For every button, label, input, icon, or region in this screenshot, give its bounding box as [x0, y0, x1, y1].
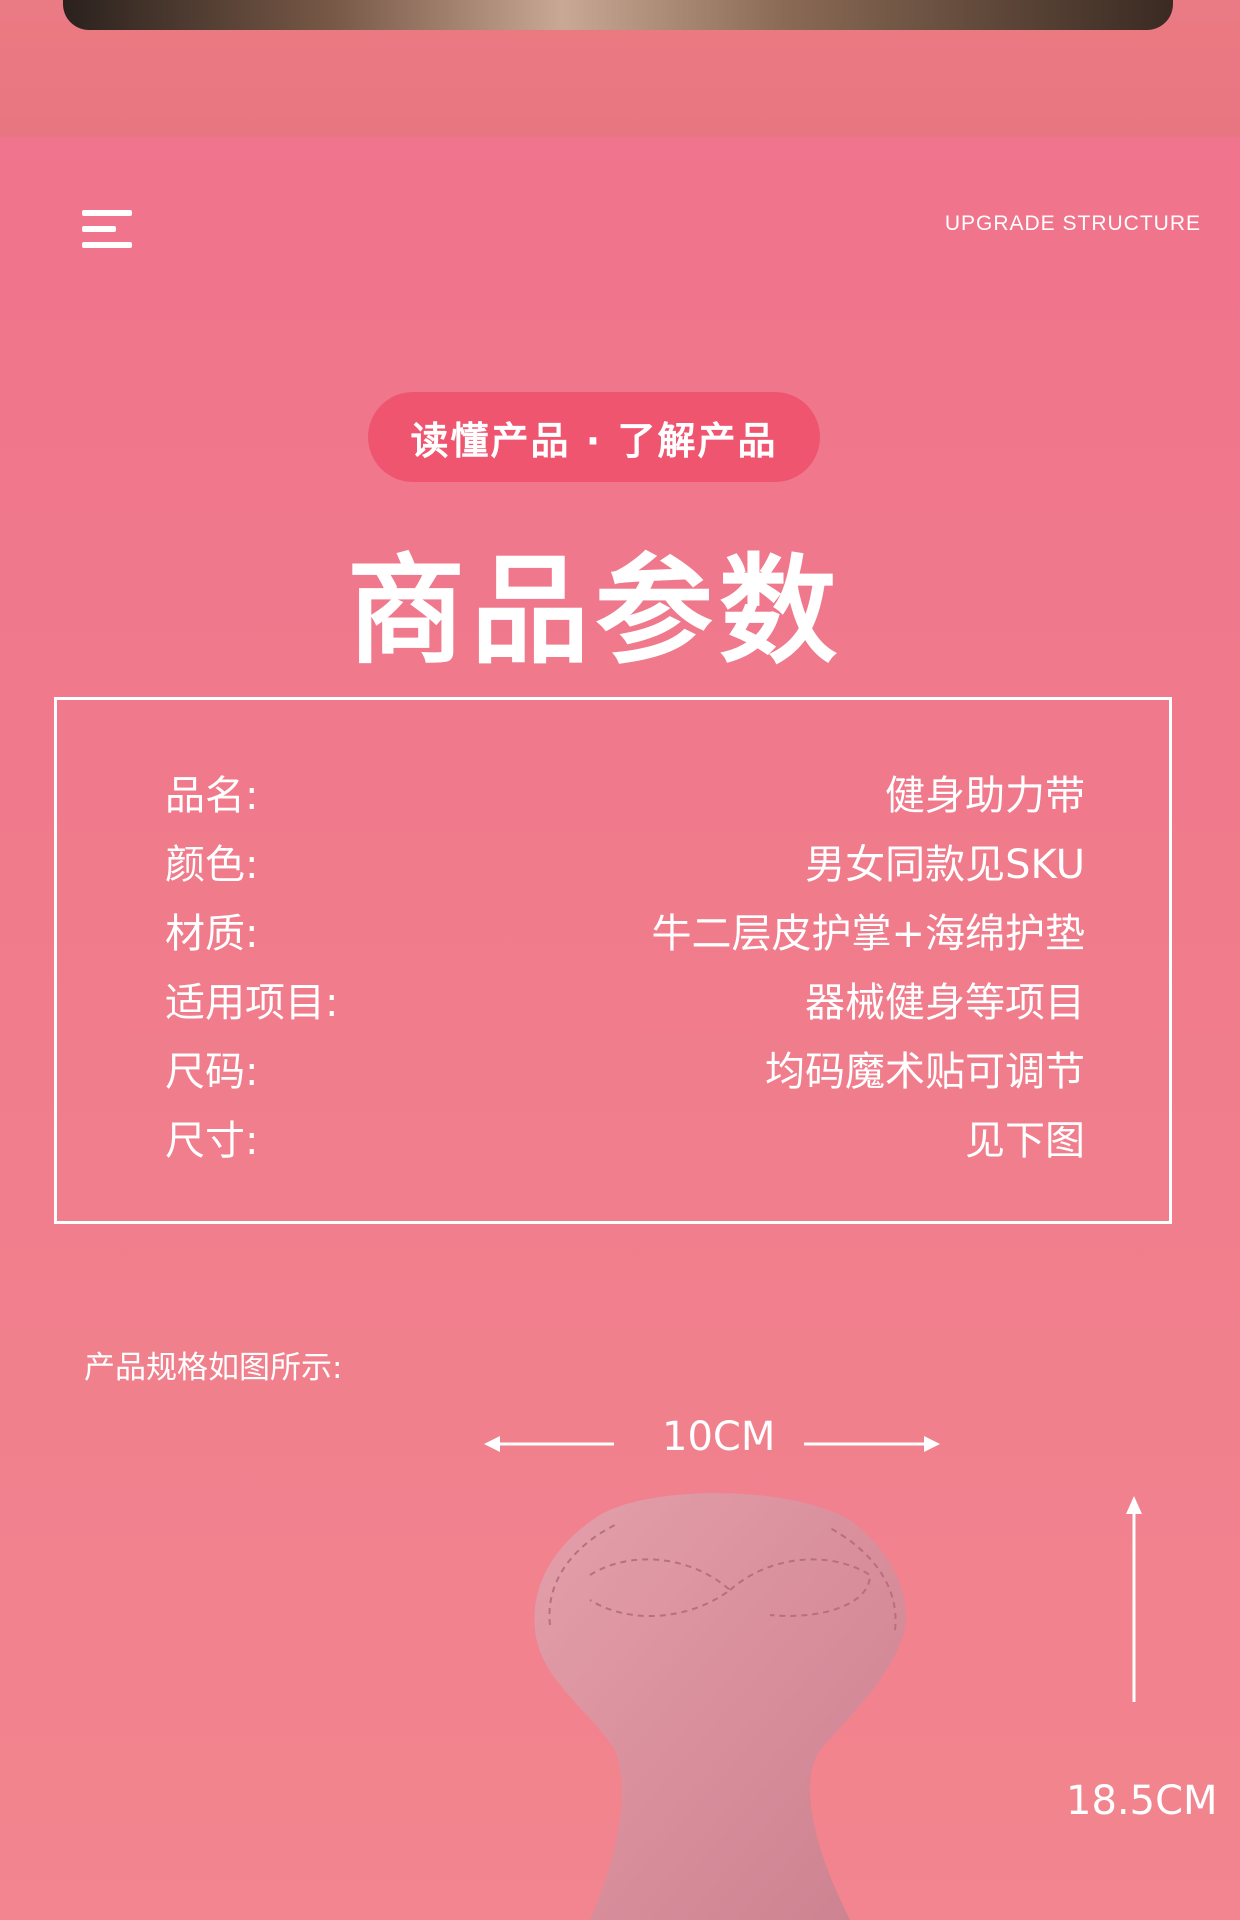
section-badge: 读懂产品 · 了解产品 [368, 392, 820, 482]
spec-row-usage: 适用项目: 器械健身等项目 [165, 969, 1085, 1029]
stitch-left [589, 1558, 732, 1617]
product-strap-shape [534, 1493, 906, 1920]
spec-value: 健身助力带 [885, 773, 1085, 819]
spec-row-size-code: 尺码: 均码魔术贴可调节 [165, 1038, 1085, 1098]
stitch-edge-right [829, 1527, 897, 1631]
spec-label: 尺码: [165, 1049, 259, 1095]
spec-value: 牛二层皮护掌+海绵护垫 [651, 911, 1085, 957]
spec-value: 均码魔术贴可调节 [765, 1049, 1085, 1095]
spec-row-name: 品名: 健身助力带 [165, 762, 1085, 822]
spec-value: 见下图 [965, 1118, 1085, 1164]
spec-label: 尺寸: [165, 1118, 259, 1164]
size-caption: 产品规格如图所示: [84, 1350, 343, 1386]
up-arrow-icon [1126, 1496, 1142, 1514]
upgrade-structure-label: UPGRADE STRUCTURE [944, 212, 1201, 235]
menu-icon[interactable] [82, 210, 132, 250]
stitch-right [729, 1558, 872, 1617]
width-dimension-label: 10CM [662, 1414, 776, 1460]
height-dimension-label: 18.5CM [1066, 1778, 1218, 1824]
spec-table: 品名: 健身助力带 颜色: 男女同款见SKU 材质: 牛二层皮护掌+海绵护垫 适… [54, 697, 1172, 1224]
stitch-edge-left [548, 1524, 616, 1626]
spec-label: 适用项目: [165, 980, 339, 1026]
page-title: 商品参数 [346, 542, 843, 680]
spec-row-dimensions: 尺寸: 见下图 [165, 1107, 1085, 1167]
spec-label: 材质: [165, 911, 259, 957]
spec-value: 男女同款见SKU [805, 842, 1085, 888]
right-arrow-icon [924, 1436, 940, 1452]
spec-value: 器械健身等项目 [805, 980, 1085, 1026]
spec-label: 颜色: [165, 842, 259, 888]
spec-row-material: 材质: 牛二层皮护掌+海绵护垫 [165, 900, 1085, 960]
top-banner-strip [0, 0, 1240, 137]
top-product-photo [63, 0, 1173, 30]
spec-row-color: 颜色: 男女同款见SKU [165, 831, 1085, 891]
product-image [534, 1493, 906, 1920]
left-arrow-icon [484, 1436, 500, 1452]
spec-label: 品名: [165, 773, 259, 819]
